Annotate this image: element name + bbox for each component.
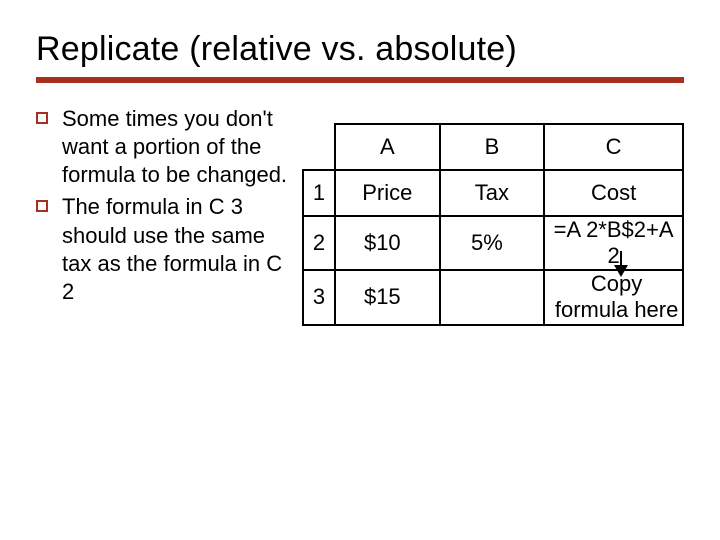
column-header-A: A (335, 124, 440, 170)
cell-A1: Price (335, 170, 440, 216)
spreadsheet-table: A B C 1 Price Tax Cost 2 $10 5% =A 2*B$2… (302, 123, 684, 326)
cell-B1: Tax (440, 170, 545, 216)
cell-B3 (440, 270, 545, 325)
row-index-1: 1 (303, 170, 335, 216)
cell-A2: $10 (335, 216, 440, 270)
content-row: Some times you don't want a portion of t… (36, 105, 684, 326)
bullet-list: Some times you don't want a portion of t… (36, 105, 296, 326)
square-bullet-icon (36, 200, 48, 212)
table-row: 1 Price Tax Cost (303, 170, 683, 216)
table-row: A B C (303, 124, 683, 170)
arrow-head (614, 265, 628, 277)
page-title: Replicate (relative vs. absolute) (36, 30, 684, 69)
bullet-item: Some times you don't want a portion of t… (36, 105, 296, 189)
slide: Replicate (relative vs. absolute) Some t… (0, 0, 720, 540)
spreadsheet-example: A B C 1 Price Tax Cost 2 $10 5% =A 2*B$2… (302, 123, 684, 326)
bullet-text: Some times you don't want a portion of t… (62, 105, 296, 189)
row-index-3: 3 (303, 270, 335, 325)
cell-C1: Cost (544, 170, 683, 216)
title-underline (36, 77, 684, 83)
square-bullet-icon (36, 112, 48, 124)
column-header-C: C (544, 124, 683, 170)
down-arrow-icon (614, 251, 628, 277)
table-row: 3 $15 Copy formula here (303, 270, 683, 325)
cell-C3-note: Copy formula here (544, 270, 683, 325)
cell-A3: $15 (335, 270, 440, 325)
row-index-2: 2 (303, 216, 335, 270)
cell-B2: 5% (440, 216, 545, 270)
bullet-text: The formula in C 3 should use the same t… (62, 193, 296, 306)
column-header-B: B (440, 124, 545, 170)
corner-cell (303, 124, 335, 170)
bullet-item: The formula in C 3 should use the same t… (36, 193, 296, 306)
